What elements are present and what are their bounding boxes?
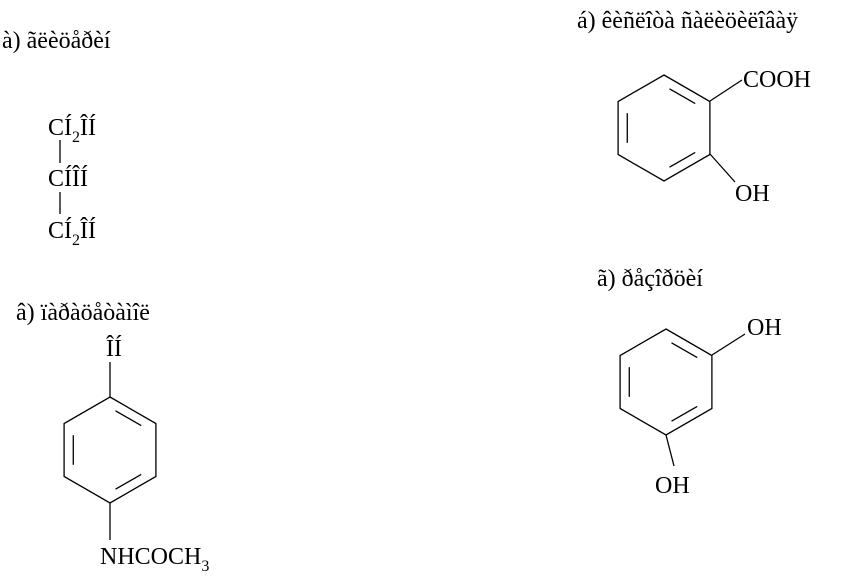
double-bond [669, 151, 696, 168]
glycerol-row3: CÍ2ÎÍ [48, 218, 96, 249]
glycerol-structure: CÍ2ÎÍ CÍÎÍ CÍ2ÎÍ [48, 115, 96, 249]
label-paracetamol: â) ïàðàöåòàìîë [16, 300, 150, 326]
salicylic-cooh: COOH [743, 67, 811, 93]
double-bond [115, 473, 142, 490]
resorcinol-ring [619, 328, 713, 436]
paracetamol-ring [63, 396, 157, 504]
double-bond [669, 88, 696, 105]
ring-outline [619, 328, 713, 436]
paracetamol-nhcoch3: NHCOCH3 [100, 544, 209, 575]
ring-outline [617, 74, 711, 182]
salicylic-acid-ring [617, 74, 711, 182]
resorcinol-oh-top: OH [747, 315, 782, 341]
paracetamol-oh: ÎÍ [106, 336, 122, 362]
ring-outline [63, 396, 157, 504]
label-salicylic-acid: á) êèñëîòà ñàëèöèëîâàÿ [577, 8, 798, 34]
double-bond [671, 405, 698, 422]
bond [711, 333, 746, 356]
salicylic-oh: OH [735, 181, 770, 207]
glycerol-row1: CÍ2ÎÍ [48, 115, 96, 146]
label-glycerol: à) ãëèöåðèí [2, 28, 111, 54]
double-bond [115, 410, 142, 427]
label-resorcinol: ã) ðåçîðöèí [597, 266, 703, 292]
double-bond [671, 342, 698, 359]
bond [709, 153, 736, 183]
glycerol-row2: CÍÎÍ [48, 166, 88, 192]
bond [709, 79, 743, 102]
resorcinol-oh-bottom: OH [655, 473, 690, 499]
bond [665, 434, 675, 467]
